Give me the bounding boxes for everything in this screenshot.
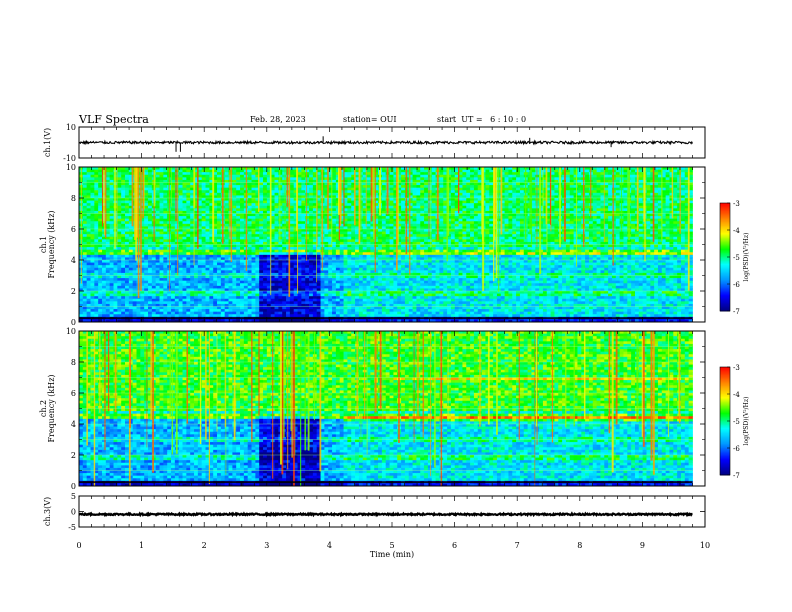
y-tick-label: 4 [71, 256, 76, 265]
y-tick-label: -5 [68, 523, 76, 532]
y-axis-label: Frequency (kHz) [47, 374, 56, 442]
colorbar-tick-label: -4 [733, 391, 740, 399]
y-tick-label: 2 [71, 451, 76, 460]
colorbar-tick-label: -6 [733, 281, 740, 289]
x-axis-label: Time (min) [370, 550, 414, 559]
ch2-spectrogram [79, 331, 693, 486]
ch3-waveform [79, 514, 692, 516]
colorbar-label: log(PSD)(V²/Hz) [743, 233, 750, 282]
colorbar-tick-label: -7 [733, 472, 740, 480]
colorbar-tick-label: -3 [733, 200, 740, 208]
y-tick-label: 2 [71, 287, 76, 296]
x-tick-label: 0 [76, 541, 81, 550]
colorbar-tick-label: -6 [733, 445, 740, 453]
ch1-spectrogram [79, 167, 693, 322]
colorbar-tick-label: -3 [733, 364, 740, 372]
ch2-colorbar: -3 -4 -5 -6 -7 log(PSD)(V²/Hz) [720, 364, 750, 480]
x-axis: 0 1 2 3 4 5 6 7 8 9 10 Time (min) [76, 541, 710, 559]
y-axis-label: ch.1(V) [43, 128, 52, 157]
x-tick-label: 8 [577, 541, 582, 550]
y-tick-label: 0 [71, 318, 76, 327]
x-tick-label: 2 [202, 541, 207, 550]
y-tick-label: 8 [71, 358, 76, 367]
y-tick-label: 10 [66, 327, 76, 336]
y-tick-label: 10 [66, 123, 76, 132]
colorbar-tick-label: -5 [733, 254, 740, 262]
y-tick-label: 10 [66, 163, 76, 172]
colorbar-label: log(PSD)(V²/Hz) [743, 397, 750, 446]
y-tick-label: 8 [71, 194, 76, 203]
y-tick-label: 0 [71, 482, 76, 491]
y-axis-label: ch.3(V) [43, 497, 52, 526]
colorbar-tick-label: -5 [733, 418, 740, 426]
x-tick-label: 9 [640, 541, 645, 550]
x-tick-label: 1 [139, 541, 144, 550]
y-tick-label: 0 [71, 508, 76, 517]
x-tick-label: 4 [327, 541, 332, 550]
x-tick-label: 6 [452, 541, 457, 550]
x-tick-label: 10 [700, 541, 710, 550]
ch1-waveform [79, 136, 692, 152]
colorbar-tick-label: -4 [733, 227, 740, 235]
ch1-colorbar: -3 -4 -5 -6 -7 log(PSD)(V²/Hz) [720, 200, 750, 316]
x-tick-label: 5 [389, 541, 394, 550]
y-tick-label: 6 [71, 389, 76, 398]
x-tick-label: 7 [515, 541, 520, 550]
y-tick-label: 6 [71, 225, 76, 234]
panel-4-axes: 5 0 -5 ch.3(V) [43, 492, 705, 532]
y-axis-label: Frequency (kHz) [47, 210, 56, 278]
y-tick-label: -10 [63, 154, 76, 163]
y-tick-label: 5 [71, 492, 76, 501]
vlf-spectra-figure: VLF Spectra Feb. 28, 2023 station= OUI s… [0, 0, 792, 612]
plot-canvas: 10-10ch.1(V)0246810ch.1 Frequency (kHz)02… [0, 0, 792, 612]
y-tick-label: 4 [71, 420, 76, 429]
colorbar-tick-label: -7 [733, 308, 740, 316]
x-tick-label: 3 [264, 541, 269, 550]
